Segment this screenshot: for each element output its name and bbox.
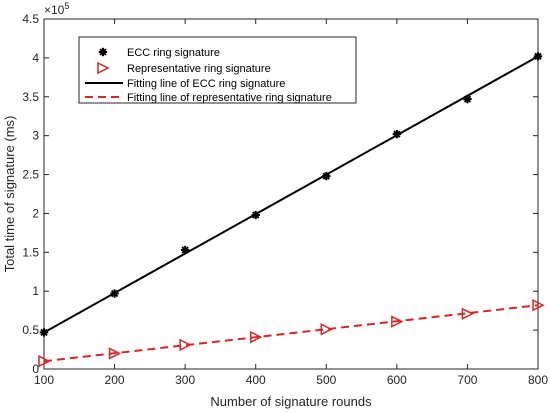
y-tick-label: 2	[32, 206, 39, 220]
legend-label: Fitting line of representative ring sign…	[127, 92, 332, 104]
ecc-data-point-core	[465, 97, 470, 102]
y-tick-label: 2.5	[22, 168, 39, 182]
ecc-data-point	[533, 52, 543, 61]
ecc-data-point-core	[536, 54, 540, 59]
fit-lines	[43, 55, 539, 363]
y-multiplier-exponent: 5	[64, 1, 69, 11]
y-multiplier-base: ×10	[44, 3, 65, 17]
y-tick-label: 0	[32, 362, 39, 376]
legend-label: Fitting line of ECC ring signature	[127, 78, 285, 90]
x-tick-label: 500	[316, 373, 336, 387]
x-tick-label: 600	[387, 373, 407, 387]
y-axis-multiplier: ×105	[44, 1, 69, 17]
ecc-data-point-core	[112, 291, 117, 296]
y-tick-label: 3	[32, 129, 39, 143]
representative-data-point	[249, 330, 263, 344]
ecc-data-point-core	[324, 174, 329, 179]
ecc-data-point	[463, 94, 472, 104]
representative-data-point	[320, 323, 333, 336]
legend-item: ECC ring signature	[98, 47, 220, 59]
ecc-data-point	[322, 171, 331, 181]
y-tick-label: 1	[32, 284, 39, 298]
representative-data-point	[38, 355, 51, 368]
x-axis: 100 200 300 400 500 600 700 800	[34, 19, 548, 387]
legend-item: Fitting line of ECC ring signature	[85, 78, 285, 90]
data-markers	[38, 52, 545, 368]
x-tick-label: 400	[246, 373, 266, 387]
x-tick-label: 200	[105, 373, 125, 387]
ecc-data-point	[251, 210, 260, 220]
y-tick-label: 3.5	[22, 90, 39, 104]
y-tick-label: 1.5	[22, 245, 39, 259]
legend-box	[78, 36, 357, 104]
y-axis: 0 0.5 1 1.5 2 2.5 3 3.5 4 4.5	[22, 12, 538, 376]
x-tick-label: 800	[528, 373, 548, 387]
representative-data-point	[179, 338, 192, 352]
x-axis-title: Number of signature rounds	[210, 394, 372, 409]
representative-data-point	[391, 315, 404, 328]
representative-fit-line	[43, 304, 539, 363]
ecc-data-point	[180, 245, 190, 255]
legend-label: Representative ring signature	[127, 63, 271, 75]
legend-label: ECC ring signature	[127, 47, 220, 59]
x-tick-label: 700	[457, 373, 477, 387]
ecc-data-point-core	[183, 248, 188, 252]
ecc-data-point	[39, 328, 49, 337]
y-axis-title: Total time of signature (ms)	[2, 116, 17, 273]
ecc-data-point	[392, 129, 402, 139]
y-tick-label: 0.5	[22, 323, 39, 337]
ecc-data-point-core	[42, 330, 46, 335]
representative-data-point	[461, 307, 475, 320]
ecc-data-point	[110, 289, 119, 298]
legend: ECC ring signature Representative ring si…	[78, 36, 357, 104]
x-tick-label: 300	[175, 373, 195, 387]
representative-data-point	[532, 299, 545, 312]
legend-marker-ecc	[98, 47, 108, 57]
legend-item: Fitting line of representative ring sign…	[85, 92, 332, 104]
x-tick-label: 100	[34, 373, 54, 387]
ecc-data-point-core	[253, 213, 258, 217]
y-tick-label: 4.5	[22, 12, 39, 26]
representative-data-point	[108, 347, 122, 360]
legend-marker-ecc-core	[101, 50, 105, 54]
y-tick-label: 4	[32, 51, 39, 65]
ecc-data-point-core	[394, 132, 399, 137]
legend-item: Representative ring signature	[97, 61, 271, 75]
legend-marker-representative	[97, 61, 110, 75]
ecc-fit-line	[43, 55, 539, 334]
